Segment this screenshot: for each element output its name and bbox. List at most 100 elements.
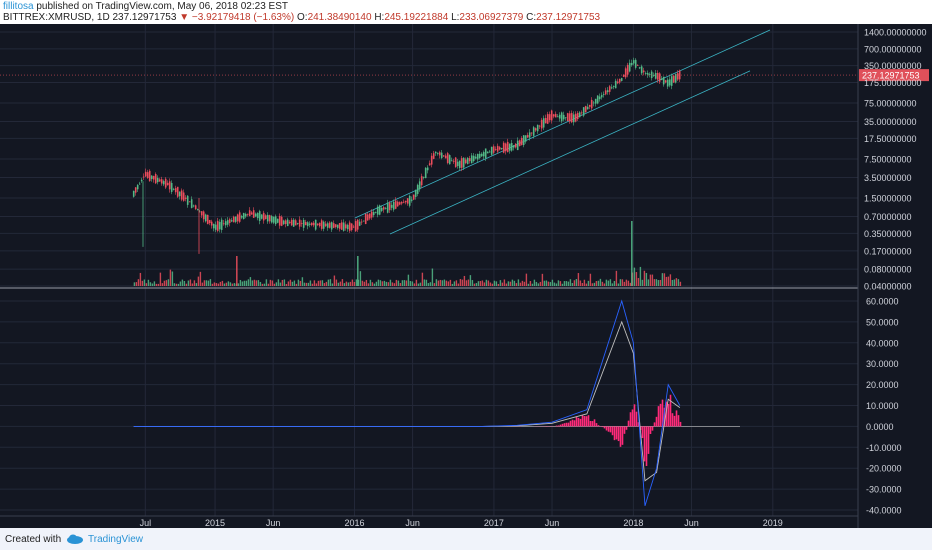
histogram-bar bbox=[625, 426, 628, 430]
volume-bar bbox=[529, 281, 532, 286]
candle-body bbox=[244, 213, 247, 217]
volume-bar bbox=[549, 282, 552, 286]
volume-bar bbox=[155, 283, 158, 286]
volume-bar bbox=[287, 281, 290, 286]
price-pane[interactable] bbox=[0, 29, 858, 254]
volume-bar bbox=[455, 280, 458, 286]
candle-body bbox=[538, 125, 541, 127]
candle-body bbox=[662, 76, 665, 85]
candle-body bbox=[448, 155, 451, 165]
candle-body bbox=[164, 178, 167, 188]
histogram-bar bbox=[635, 411, 638, 427]
volume-bar bbox=[465, 280, 468, 286]
candle-body bbox=[278, 216, 281, 226]
volume-bar bbox=[491, 283, 494, 286]
candle-body bbox=[466, 157, 469, 164]
candle-body bbox=[256, 212, 259, 219]
volume-bar bbox=[337, 282, 340, 286]
volume-bar bbox=[307, 282, 310, 286]
volume-bar bbox=[675, 278, 678, 286]
candle-body bbox=[490, 146, 493, 155]
volume-bar bbox=[381, 281, 384, 286]
candle-body bbox=[200, 211, 203, 216]
volume-bar bbox=[165, 280, 168, 286]
volume-bar bbox=[543, 280, 546, 286]
histogram-bar bbox=[653, 422, 656, 427]
volume-bar bbox=[283, 279, 286, 286]
volume-bar bbox=[507, 281, 510, 286]
volume-bar bbox=[261, 283, 264, 286]
candle-body bbox=[292, 219, 295, 227]
candle-body bbox=[464, 159, 467, 164]
volume-bar bbox=[639, 266, 642, 286]
candle-body bbox=[546, 114, 549, 124]
candle-body bbox=[254, 213, 257, 217]
candle-body bbox=[258, 211, 261, 221]
candle-body bbox=[222, 223, 225, 225]
candle-body bbox=[674, 73, 677, 83]
chart-canvas[interactable]: 237.12971753 1400.00000000 700.00000000 350… bbox=[0, 24, 932, 528]
candle-body bbox=[364, 213, 367, 225]
candle-body bbox=[174, 188, 177, 193]
volume-bar bbox=[225, 282, 228, 286]
volume-bar bbox=[551, 279, 554, 286]
candle-body bbox=[626, 64, 629, 75]
ohlc-header: BITTREX:XMRUSD, 1D 237.12971753 ▼ −3.921… bbox=[3, 12, 600, 23]
volume-bar bbox=[236, 256, 238, 286]
candle-body bbox=[374, 211, 377, 213]
price-tick-label: 3.50000000 bbox=[864, 173, 912, 183]
candle-body bbox=[194, 205, 197, 210]
candle-body bbox=[356, 219, 359, 230]
histogram-bar bbox=[647, 426, 650, 454]
time-tick-label: Jul bbox=[140, 518, 152, 528]
volume-bar bbox=[251, 280, 254, 286]
volume-bar bbox=[469, 275, 472, 286]
author-link[interactable]: fillitosa bbox=[3, 1, 34, 12]
volume-bar bbox=[387, 282, 390, 286]
volume-bar bbox=[367, 283, 370, 286]
candle-body bbox=[450, 160, 453, 162]
volume-bar bbox=[133, 282, 136, 286]
volume-bar bbox=[139, 272, 142, 286]
candle-body bbox=[354, 221, 357, 232]
volume-bar bbox=[349, 281, 352, 286]
candle-body bbox=[602, 94, 605, 95]
candle-body bbox=[446, 153, 449, 163]
volume-bar bbox=[545, 280, 548, 286]
candle-body bbox=[412, 194, 415, 200]
chart-area[interactable]: 237.12971753 1400.00000000 700.00000000 350… bbox=[0, 24, 932, 528]
candle-body bbox=[220, 219, 223, 230]
candle-body bbox=[452, 160, 455, 162]
candle-body bbox=[476, 153, 479, 160]
candle-body bbox=[478, 153, 481, 158]
volume-bar bbox=[401, 280, 404, 286]
candle-body bbox=[332, 223, 335, 228]
histogram-bar bbox=[651, 426, 654, 431]
candle-body bbox=[422, 176, 425, 178]
volume-bar bbox=[651, 274, 654, 286]
volume-bar bbox=[185, 283, 188, 286]
close-value: 237.12971753 bbox=[536, 12, 601, 23]
candle-body bbox=[648, 73, 651, 75]
histogram-bar bbox=[655, 416, 658, 427]
tradingview-brand[interactable]: TradingView bbox=[88, 534, 144, 545]
volume-bar bbox=[439, 279, 442, 286]
candle-body bbox=[632, 60, 635, 64]
candle-body bbox=[640, 66, 643, 74]
candle-body bbox=[472, 155, 475, 162]
volume-bar bbox=[527, 283, 530, 286]
candle-body bbox=[606, 90, 609, 93]
volume-bar bbox=[277, 279, 280, 286]
volume-bar bbox=[173, 283, 176, 286]
volume-bar bbox=[603, 283, 606, 286]
candle-body bbox=[488, 151, 491, 153]
candle-body bbox=[562, 114, 565, 120]
candle-body bbox=[240, 215, 243, 218]
candle-body bbox=[654, 73, 657, 79]
candle-body bbox=[526, 134, 529, 138]
histogram-bar bbox=[679, 421, 682, 427]
volume-bar bbox=[647, 279, 650, 286]
candle-body bbox=[530, 132, 533, 134]
volume-bar bbox=[655, 279, 658, 286]
macd-pane[interactable] bbox=[133, 299, 740, 506]
